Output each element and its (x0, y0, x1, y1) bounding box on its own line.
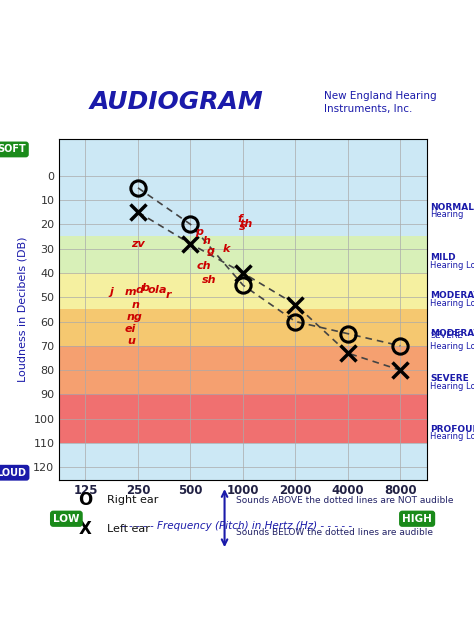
Bar (59, 236, 427, 273)
Text: Hearing Loss: Hearing Loss (430, 382, 474, 391)
Bar (59, 346, 427, 394)
Text: MODERATE: MODERATE (430, 291, 474, 300)
Text: ng: ng (126, 312, 142, 322)
Text: f: f (237, 215, 242, 225)
Text: s: s (239, 221, 246, 232)
Text: O: O (78, 491, 92, 509)
Text: u: u (127, 336, 135, 346)
Text: Hearing: Hearing (430, 210, 464, 220)
Text: d: d (136, 285, 144, 295)
Text: Sounds ABOVE the dotted lines are NOT audible: Sounds ABOVE the dotted lines are NOT au… (236, 496, 453, 505)
Text: k: k (222, 244, 230, 254)
Text: LOUD: LOUD (0, 468, 27, 478)
Text: - - - - - Frequency (Pitch) in Hertz (Hz) - - - - -: - - - - - Frequency (Pitch) in Hertz (Hz… (122, 521, 352, 531)
Text: X: X (79, 520, 91, 538)
Text: PROFOUND: PROFOUND (430, 425, 474, 434)
Text: l: l (155, 285, 159, 295)
Text: o: o (148, 285, 155, 295)
Text: g: g (206, 246, 214, 256)
Text: NORMAL: NORMAL (430, 203, 474, 212)
Y-axis label: Loudness in Decibels (DB): Loudness in Decibels (DB) (18, 236, 27, 382)
Text: a: a (159, 285, 166, 295)
Text: r: r (166, 290, 172, 300)
Text: Hearing Loss: Hearing Loss (430, 299, 474, 308)
Text: Hearing Loss: Hearing Loss (430, 261, 474, 270)
Text: MODERATELY: MODERATELY (430, 329, 474, 338)
Text: SEVERE
Hearing Loss: SEVERE Hearing Loss (430, 331, 474, 351)
Text: LOW: LOW (53, 514, 80, 524)
Text: Right ear: Right ear (107, 495, 158, 506)
Text: h: h (203, 236, 210, 246)
Text: Hearing Loss: Hearing Loss (430, 432, 474, 441)
Text: MILD: MILD (430, 253, 456, 262)
Text: zv: zv (131, 239, 145, 249)
Text: sh: sh (202, 275, 217, 285)
Text: Sounds BELOW the dotted lines are audible: Sounds BELOW the dotted lines are audibl… (236, 528, 433, 537)
Text: n: n (132, 300, 140, 310)
Bar (59, 151, 427, 236)
Text: Left ear: Left ear (107, 524, 150, 534)
Text: SEVERE: SEVERE (430, 374, 469, 383)
Text: m: m (124, 287, 136, 297)
Text: ch: ch (197, 261, 211, 271)
Bar (59, 394, 427, 443)
Text: New England Hearing
Instruments, Inc.: New England Hearing Instruments, Inc. (324, 91, 437, 114)
Text: p: p (195, 226, 203, 236)
Bar (59, 273, 427, 309)
Text: AUDIOGRAM: AUDIOGRAM (90, 90, 264, 114)
Text: HIGH: HIGH (402, 514, 432, 524)
Text: SOFT: SOFT (0, 144, 26, 154)
Text: j: j (109, 287, 113, 297)
Bar (59, 309, 427, 346)
Text: b: b (141, 282, 149, 292)
Text: th: th (240, 220, 253, 230)
Text: ei: ei (124, 324, 136, 334)
